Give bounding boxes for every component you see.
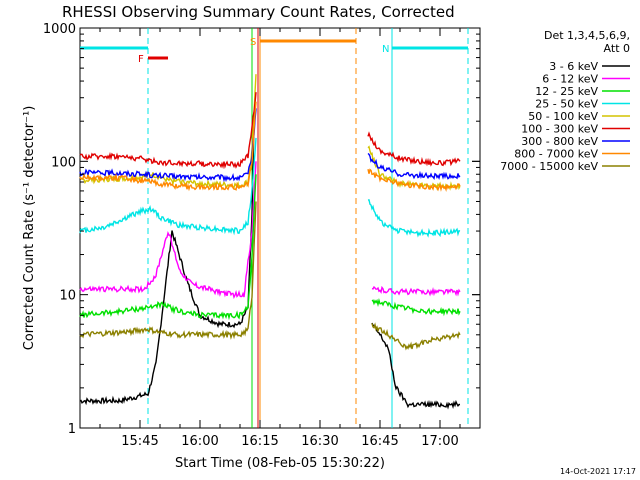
x-tick-label: 15:45 bbox=[121, 434, 158, 449]
x-tick-label: 17:00 bbox=[421, 434, 458, 449]
x-axis-ticks: 15:45 16:00 16:15 16:30 16:45 17:00 bbox=[79, 28, 481, 449]
x-axis-label: Start Time (08-Feb-05 15:30:22) bbox=[175, 456, 385, 471]
legend-label-8: 7000 - 15000 keV bbox=[500, 160, 598, 173]
legend-label-1: 6 - 12 keV bbox=[542, 73, 598, 86]
x-tick-label: 16:45 bbox=[361, 434, 398, 449]
series-3 bbox=[79, 137, 461, 238]
flare-bar-label: F bbox=[138, 54, 144, 65]
y-tick-label: 1 bbox=[68, 422, 76, 437]
series-6 bbox=[79, 108, 461, 183]
series-5-segment-0 bbox=[79, 92, 257, 170]
series-7-segment-1 bbox=[367, 168, 461, 193]
series-8-segment-1 bbox=[371, 322, 461, 351]
series-4-segment-0 bbox=[79, 74, 257, 190]
series-0-segment-1 bbox=[371, 322, 461, 410]
series-1-segment-0 bbox=[79, 161, 257, 300]
series-2-segment-0 bbox=[79, 174, 257, 321]
y-axis-label: Corrected Count Rate (s⁻¹ detector⁻¹) bbox=[22, 106, 37, 351]
night-bar-2-label: N bbox=[382, 44, 389, 55]
legend-label-5: 100 - 300 keV bbox=[521, 123, 598, 136]
series-8-segment-0 bbox=[79, 201, 257, 340]
series-8 bbox=[79, 201, 461, 351]
saa-bar-label: S bbox=[250, 37, 256, 48]
series-7 bbox=[79, 101, 461, 193]
series-group bbox=[79, 74, 461, 410]
plot-area: N F S 1 10 100 1000 15:45 16:00 16:15 16:30 16:45… bbox=[43, 22, 481, 449]
series-6-segment-0 bbox=[79, 108, 257, 183]
y-axis-ticks: 1 10 100 1000 bbox=[43, 22, 480, 437]
y-tick-label: 1000 bbox=[43, 22, 76, 37]
timestamp-footer: 14-Oct-2021 17:17 bbox=[560, 467, 636, 476]
plot-frame bbox=[79, 27, 481, 429]
y-tick-label: 100 bbox=[51, 155, 76, 170]
series-5-segment-1 bbox=[367, 131, 461, 167]
legend-label-0: 3 - 6 keV bbox=[549, 60, 598, 73]
observing-flag-bars: N F S bbox=[80, 37, 468, 65]
series-0 bbox=[79, 121, 461, 410]
series-3-segment-0 bbox=[79, 137, 257, 236]
series-3-segment-1 bbox=[367, 199, 461, 238]
series-1-segment-1 bbox=[371, 285, 461, 297]
legend-header-line-1: Det 1,3,4,5,6,9, bbox=[544, 29, 630, 42]
legend-header-line-2: Att 0 bbox=[604, 42, 630, 55]
legend-label-6: 300 - 800 keV bbox=[521, 135, 598, 148]
series-7-segment-0 bbox=[79, 101, 257, 192]
legend-label-3: 25 - 50 keV bbox=[535, 98, 598, 111]
x-tick-label: 16:30 bbox=[301, 434, 338, 449]
series-6-segment-1 bbox=[367, 152, 461, 180]
legend-label-4: 50 - 100 keV bbox=[528, 110, 598, 123]
legend-label-2: 12 - 25 keV bbox=[535, 85, 598, 98]
series-0-segment-0 bbox=[79, 121, 255, 406]
series-1 bbox=[79, 161, 461, 300]
legend-label-7: 800 - 7000 keV bbox=[514, 148, 598, 161]
series-2 bbox=[79, 174, 461, 321]
series-2-segment-1 bbox=[371, 297, 461, 317]
chart-title: RHESSI Observing Summary Count Rates, Co… bbox=[62, 3, 455, 21]
x-tick-label: 16:15 bbox=[241, 434, 278, 449]
series-5 bbox=[79, 92, 461, 170]
x-tick-label: 16:00 bbox=[181, 434, 218, 449]
y-tick-label: 10 bbox=[59, 289, 76, 304]
